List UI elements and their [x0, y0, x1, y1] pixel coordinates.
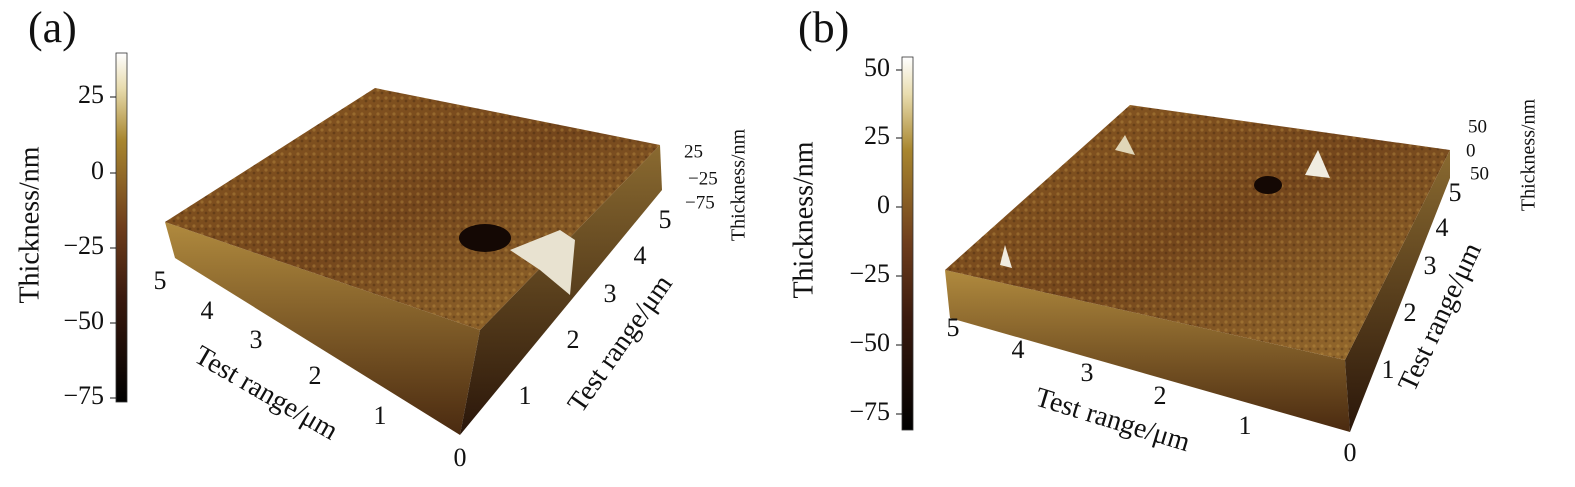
- z-tick-label: 0: [1466, 140, 1476, 161]
- y-tick-label: 4: [634, 241, 647, 270]
- x-tick-label: 0: [454, 443, 467, 472]
- x-axis-title: Test range/μm: [189, 340, 343, 447]
- colorbar-tick-label: −50: [849, 328, 890, 357]
- z-tick-label: 50: [1470, 163, 1489, 184]
- y-tick-label: 3: [604, 279, 617, 308]
- panel-label: (b): [798, 3, 849, 52]
- x-tick-label: 5: [947, 313, 960, 342]
- colorbar-a: [115, 52, 128, 403]
- colorbar-tick-label: 0: [877, 190, 890, 219]
- z-tick-label: 50: [1468, 116, 1487, 137]
- colorbar-tick-label: 50: [864, 53, 890, 82]
- x-tick-label: 1: [374, 401, 387, 430]
- y-tick-label: 1: [519, 381, 532, 410]
- y-tick-label: 1: [1382, 355, 1395, 384]
- x-tick-label: 1: [1239, 411, 1252, 440]
- x-axis-title: Test range/μm: [1032, 382, 1194, 458]
- colorbar-title: Thickness/nm: [14, 146, 45, 303]
- colorbar-tick-label: −75: [63, 381, 104, 410]
- z-tick-label: 25: [684, 141, 703, 162]
- panel-label: (a): [28, 3, 77, 52]
- x-tick-label: 3: [1081, 358, 1094, 387]
- colorbar-tick-label: −25: [849, 259, 890, 288]
- x-tick-label: 4: [1012, 335, 1025, 364]
- colorbar-title: Thickness/nm: [788, 141, 819, 298]
- z-axis-title: Thickness/nm: [728, 128, 750, 241]
- x-tick-label: 5: [154, 266, 167, 295]
- x-tick-label: 0: [1344, 438, 1357, 467]
- y-tick-label: 2: [1404, 298, 1417, 327]
- y-tick-label: 5: [659, 205, 672, 234]
- y-tick-label: 3: [1424, 251, 1437, 280]
- colorbar-tick-label: 0: [91, 156, 104, 185]
- colorbar-tick-label: −25: [63, 231, 104, 260]
- z-tick-label: −75: [685, 192, 715, 213]
- colorbar-b: [901, 56, 914, 431]
- y-tick-label: 5: [1449, 178, 1462, 207]
- x-tick-label: 4: [201, 296, 214, 325]
- y-tick-label: 2: [567, 325, 580, 354]
- colorbar-tick-label: 25: [864, 121, 890, 150]
- z-axis-title: Thickness/nm: [1518, 98, 1540, 211]
- colorbar-tick-label: 25: [78, 80, 104, 109]
- colorbar-tick-label: −50: [63, 306, 104, 335]
- surface-a: [165, 88, 662, 435]
- surface-b: [945, 105, 1450, 432]
- x-tick-label: 2: [1154, 381, 1167, 410]
- colorbar-tick-label: −75: [849, 397, 890, 426]
- y-tick-label: 4: [1436, 213, 1449, 242]
- x-tick-label: 2: [309, 361, 322, 390]
- z-tick-label: −25: [688, 168, 718, 189]
- x-tick-label: 3: [250, 325, 263, 354]
